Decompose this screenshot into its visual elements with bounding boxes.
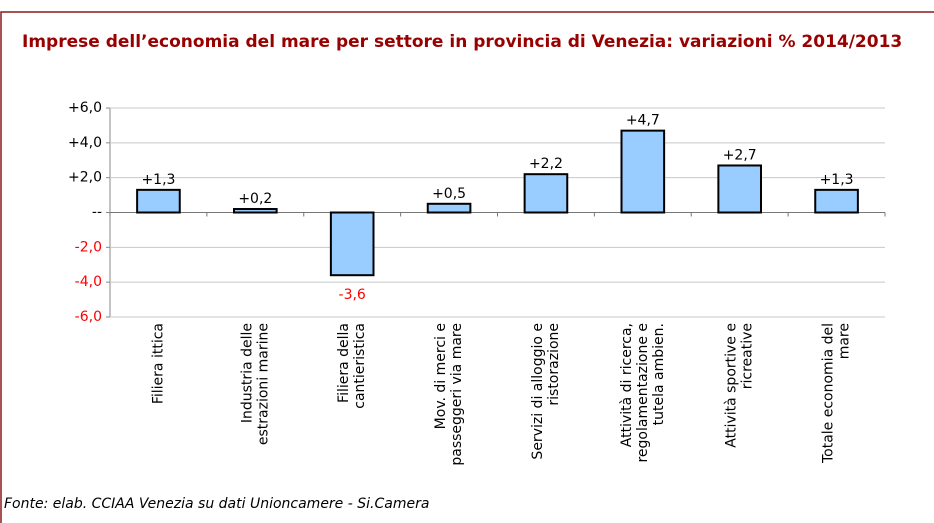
- chart-title: Imprese dell’economia del mare per setto…: [22, 32, 903, 52]
- x-tick-label: Attività sportive ericreative: [724, 323, 756, 448]
- bar: [523, 173, 569, 214]
- x-tick-label: Servizi di alloggio eristorazione: [530, 323, 562, 460]
- y-tick-label: -6,0: [75, 309, 102, 325]
- y-tick-label: +2,0: [68, 170, 102, 186]
- value-label: +2,2: [529, 156, 563, 172]
- y-tick-label: +4,0: [68, 135, 102, 151]
- bar: [426, 202, 472, 214]
- y-tick-label: --: [92, 205, 102, 221]
- source-note: Fonte: elab. CCIAA Venezia su dati Union…: [4, 496, 430, 512]
- value-label: +1,3: [141, 172, 175, 188]
- frame-border: [0, 11, 934, 523]
- value-label: +0,2: [238, 191, 272, 207]
- value-label: +0,5: [432, 186, 466, 202]
- y-tick-label: +6,0: [68, 100, 102, 116]
- value-label: +2,7: [723, 147, 757, 163]
- y-tick-label: -4,0: [75, 274, 102, 290]
- x-tick-label: Filiera dellacantieristica: [336, 323, 368, 409]
- x-tick-label: Mov. di merci epasseggeri via mare: [433, 323, 465, 466]
- x-tick-label: Industria delleestrazioni marine: [239, 323, 271, 445]
- value-label: +4,7: [626, 113, 660, 129]
- bar: [620, 129, 666, 214]
- bar: [329, 211, 375, 277]
- x-tick-label: Totale economia delmare: [821, 323, 853, 464]
- bar: [233, 208, 278, 214]
- x-tick-label: Attività di ricerca,regolamentazione etu…: [619, 323, 667, 463]
- value-label: +1,3: [820, 172, 854, 188]
- y-tick-label: -2,0: [75, 239, 102, 255]
- bar: [717, 164, 762, 214]
- x-tick-label: Filiera ittica: [150, 323, 166, 404]
- bar: [136, 188, 181, 214]
- value-label: -3,6: [339, 287, 366, 303]
- bar: [814, 188, 859, 214]
